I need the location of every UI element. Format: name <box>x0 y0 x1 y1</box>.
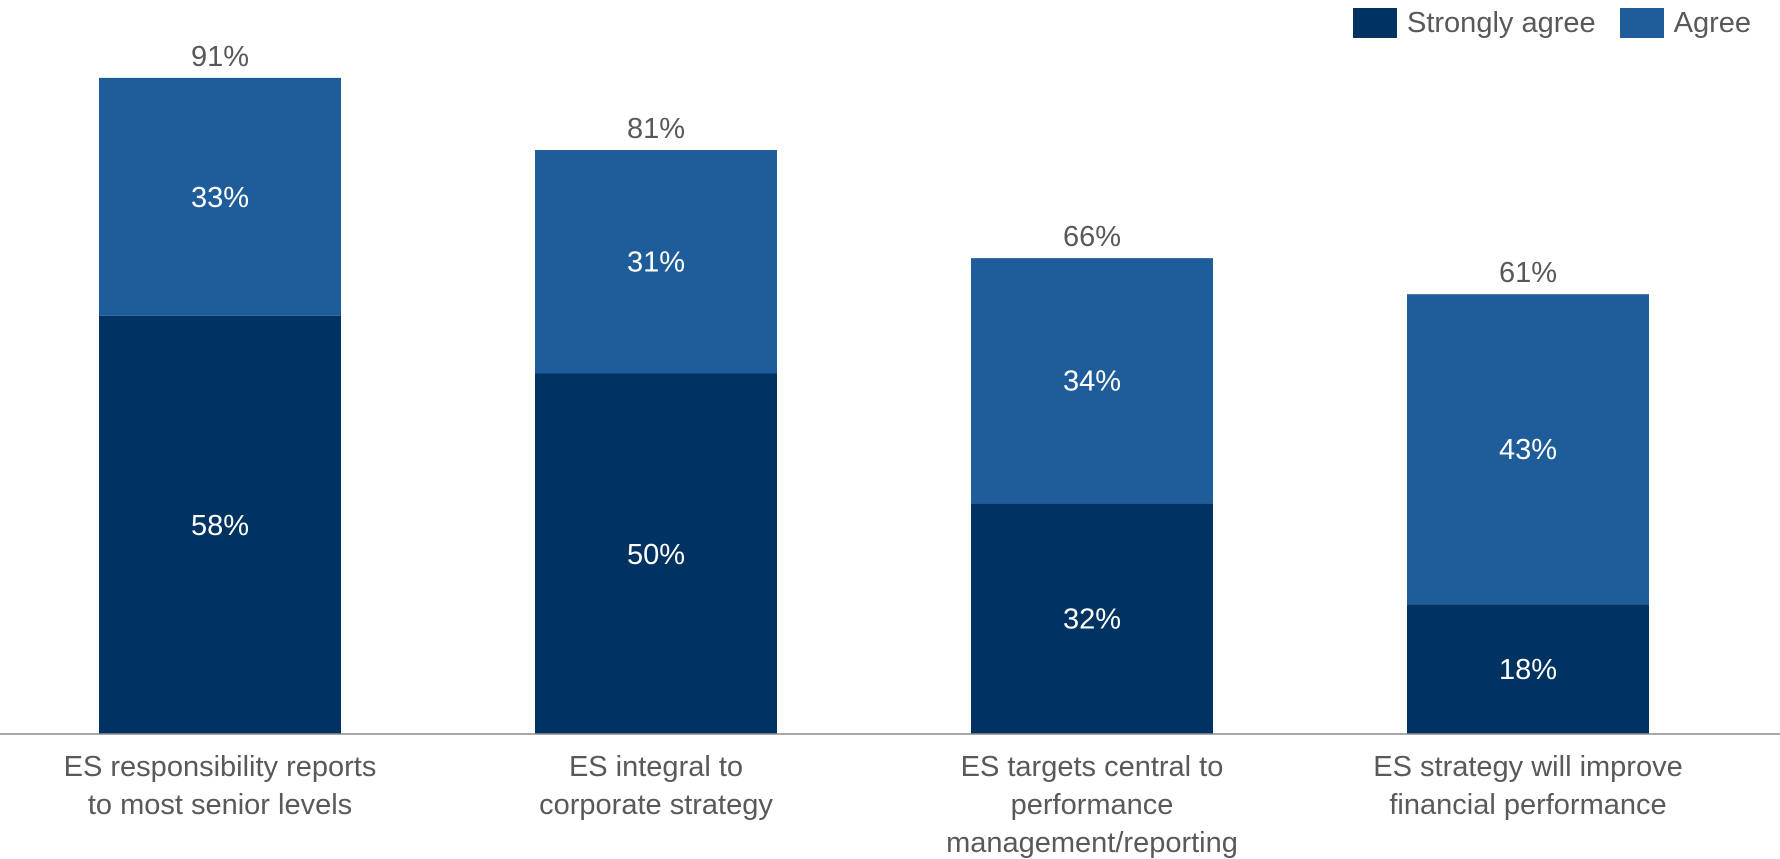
segment-value-label: 43% <box>1499 434 1557 466</box>
legend-swatch-agree <box>1620 8 1664 38</box>
legend-item-strongly-agree: Strongly agree <box>1353 7 1596 40</box>
segment-value-label: 32% <box>1063 604 1121 636</box>
chart-legend: Strongly agree Agree <box>1353 6 1775 40</box>
category-label: ES strategy will improve <box>1373 751 1682 783</box>
category-label: ES targets central to <box>961 751 1224 783</box>
category-label: corporate strategy <box>539 789 773 821</box>
category-label: management/reporting <box>946 827 1238 859</box>
total-value-label: 66% <box>1063 221 1121 253</box>
segment-value-label: 33% <box>191 182 249 214</box>
legend-item-agree: Agree <box>1620 7 1751 40</box>
category-label: ES responsibility reports <box>64 751 377 783</box>
legend-label-agree: Agree <box>1674 7 1751 40</box>
category-label: to most senior levels <box>88 789 352 821</box>
legend-swatch-strongly-agree <box>1353 8 1397 38</box>
category-label: ES integral to <box>569 751 743 783</box>
total-value-label: 61% <box>1499 257 1557 289</box>
category-label: performance <box>1011 789 1174 821</box>
total-value-label: 81% <box>627 113 685 145</box>
segment-value-label: 50% <box>627 539 685 571</box>
category-label: financial performance <box>1389 789 1666 821</box>
segment-value-label: 18% <box>1499 654 1557 686</box>
total-value-label: 91% <box>191 41 249 73</box>
segment-value-label: 34% <box>1063 366 1121 398</box>
segment-value-label: 58% <box>191 510 249 542</box>
legend-label-strongly-agree: Strongly agree <box>1407 7 1596 40</box>
segment-value-label: 31% <box>627 247 685 279</box>
